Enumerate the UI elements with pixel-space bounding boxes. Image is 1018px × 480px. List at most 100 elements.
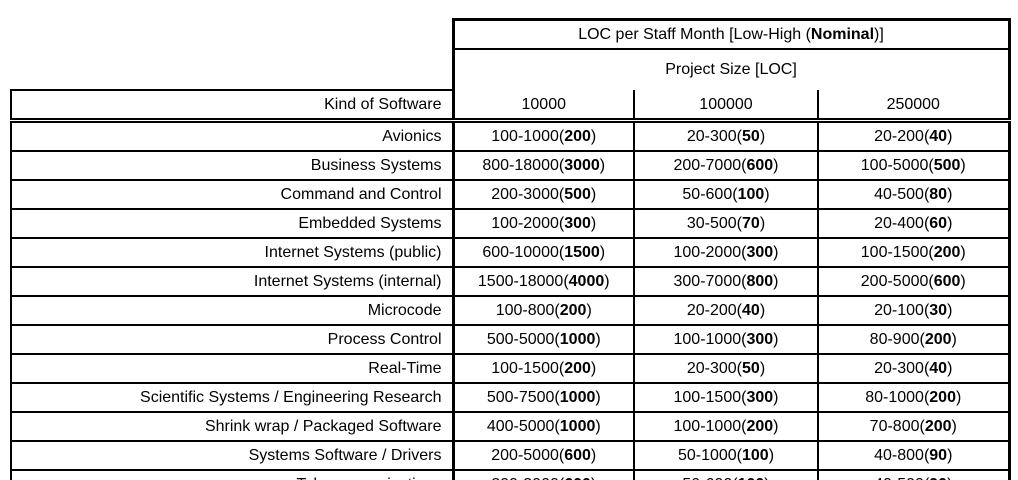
loc-range-close-text: )	[947, 186, 953, 203]
loc-range-close-text: )	[773, 273, 779, 290]
loc-nominal-text: 1000	[559, 418, 596, 435]
loc-range-close-text: )	[595, 418, 601, 435]
loc-nominal-text: 70	[742, 215, 760, 232]
kind-of-software-cell: Real-Time	[10, 353, 455, 384]
loc-nominal-text: 300	[746, 331, 774, 348]
loc-range-close-text: )	[595, 389, 601, 406]
loc-range-close-text: )	[590, 360, 597, 377]
loc-nominal-text: 40	[929, 128, 948, 145]
loc-nominal-text: 50	[742, 360, 760, 377]
loc-nominal-text: 100	[742, 447, 769, 464]
loc-range-text: 70-800(	[869, 418, 925, 435]
loc-range-close-text: )	[759, 128, 766, 145]
loc-range-text: 20-300(	[874, 360, 930, 377]
loc-range-text: 200-5000(	[860, 273, 934, 290]
loc-range-text: 40-500(	[874, 186, 930, 203]
loc-range-cell: 70-800(200)	[816, 411, 1011, 442]
loc-range-cell: 80-1000(200)	[816, 382, 1011, 413]
loc-range-text: 20-100(	[874, 302, 930, 319]
loc-range-cell: 400-5000(1000)	[452, 411, 635, 442]
loc-range-cell: 100-800(200)	[452, 295, 635, 326]
loc-range-close-text: )	[960, 273, 966, 290]
loc-nominal-text: 50	[742, 128, 760, 145]
loc-nominal-text: 200	[746, 418, 774, 435]
kind-of-software-cell: Telecommunications	[10, 469, 455, 480]
loc-range-text: 20-300(	[686, 360, 743, 377]
loc-range-cell: 100-2000(300)	[633, 237, 819, 268]
loc-nominal-text: 600	[564, 476, 591, 480]
table-row: Shrink wrap / Packaged Software 400-5000(…	[10, 411, 1011, 442]
loc-range-close-text: )	[960, 244, 966, 261]
loc-range-text: 100-5000(	[860, 157, 934, 174]
project-size-header: Project Size [LOC]	[451, 49, 1011, 90]
table-row: Business Systems 800-18000(3000) 200-7000(…	[10, 150, 1011, 181]
loc-range-cell: 100-1000(300)	[633, 324, 819, 355]
kind-of-software-cell: Shrink wrap / Packaged Software	[10, 411, 455, 442]
loc-range-close-text: )	[773, 418, 779, 435]
loc-range-cell: 100-1000(200)	[452, 119, 635, 152]
table-row: Systems Software / Drivers 200-5000(600) 5…	[10, 440, 1011, 471]
loc-nominal-text: 600	[933, 273, 961, 290]
loc-range-cell: 20-300(50)	[633, 353, 819, 384]
loc-range-close-text: )	[947, 215, 953, 232]
loc-range-cell: 1500-18000(4000)	[452, 266, 635, 297]
loc-nominal-text: 80	[929, 186, 948, 203]
loc-nominal-text: 300	[746, 244, 774, 261]
loc-range-cell: 80-900(200)	[816, 324, 1011, 355]
loc-range-text: 300-7000(	[673, 273, 747, 290]
loc-range-text: 600-10000(	[482, 244, 565, 261]
table-title-suffix-text: )]	[874, 26, 884, 43]
loc-range-close-text: )	[947, 476, 952, 480]
kind-of-software-cell: Command and Control	[10, 179, 455, 210]
kind-of-software-cell: Avionics	[10, 119, 455, 152]
loc-nominal-text: 500	[564, 186, 591, 203]
loc-range-cell: 40-500(80)	[816, 179, 1011, 210]
table-row: Embedded Systems 100-2000(300) 30-500(70) 2…	[10, 208, 1011, 239]
size-column-header-100000: 100000	[633, 90, 818, 123]
kind-of-software-header: Kind of Software	[10, 89, 455, 123]
loc-range-text: 100-1000(	[673, 418, 747, 435]
loc-nominal-text: 200	[924, 418, 952, 435]
loc-nominal-text: 200	[924, 331, 952, 348]
loc-range-text: 20-200(	[686, 302, 743, 319]
loc-range-close-text: )	[590, 128, 597, 145]
loc-range-close-text: )	[951, 331, 957, 348]
table-row: Scientific Systems / Engineering Researc…	[10, 382, 1011, 413]
kind-of-software-cell: Process Control	[10, 324, 455, 355]
loc-range-text: 400-5000(	[486, 418, 560, 435]
loc-range-close-text: )	[591, 476, 596, 480]
loc-range-close-text: )	[773, 244, 779, 261]
loc-range-text: 1500-18000(	[477, 273, 569, 290]
loc-nominal-text: 200	[559, 302, 587, 319]
loc-nominal-text: 90	[929, 476, 947, 480]
loc-range-text: 20-400(	[874, 215, 930, 232]
loc-nominal-text: 200	[933, 244, 961, 261]
loc-range-close-text: )	[773, 157, 779, 174]
loc-range-cell: 500-7500(1000)	[452, 382, 635, 413]
loc-range-text: 200-7000(	[673, 157, 747, 174]
loc-range-close-text: )	[951, 418, 957, 435]
loc-nominal-text: 3000	[564, 157, 600, 174]
loc-range-text: 30-500(	[686, 215, 743, 232]
loc-range-close-text: )	[764, 186, 770, 203]
loc-range-close-text: )	[955, 389, 962, 406]
kind-of-software-cell: Scientific Systems / Engineering Researc…	[10, 382, 455, 413]
loc-range-text: 200-3000(	[491, 476, 564, 480]
loc-nominal-text: 100	[737, 186, 765, 203]
loc-range-cell: 50-600(100)	[633, 179, 819, 210]
kind-of-software-cell: Embedded Systems	[10, 208, 455, 239]
loc-range-text: 500-5000(	[486, 331, 560, 348]
loc-nominal-text: 1000	[559, 389, 596, 406]
loc-range-text: 80-900(	[869, 331, 925, 348]
loc-range-cell: 20-300(40)	[816, 353, 1011, 384]
loc-range-cell: 20-100(30)	[816, 295, 1011, 326]
loc-range-close-text: )	[759, 215, 766, 232]
loc-range-close-text: )	[947, 302, 953, 319]
loc-range-text: 500-7500(	[486, 389, 560, 406]
table-title-text: LOC per Staff Month [Low-High (	[578, 26, 811, 43]
loc-range-close-text: )	[773, 331, 779, 348]
table-row: Process Control 500-5000(1000) 100-1000(30…	[10, 324, 1011, 355]
loc-range-text: 80-1000(	[865, 389, 930, 406]
loc-range-text: 100-1500(	[673, 389, 747, 406]
table-row: Internet Systems (internal) 1500-18000(40…	[10, 266, 1011, 297]
